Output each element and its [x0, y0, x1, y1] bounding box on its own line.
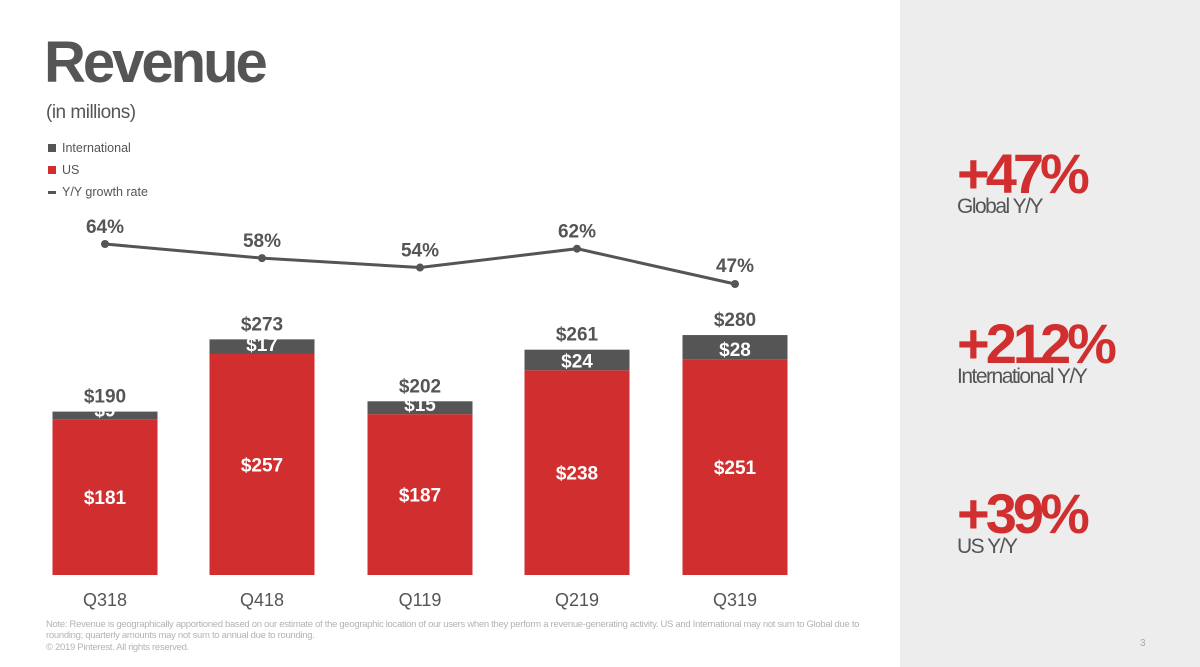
highlights-panel	[900, 0, 1200, 667]
page-number: 3	[1140, 638, 1146, 649]
growth-point-Q418	[258, 254, 266, 263]
legend-swatch-us	[48, 166, 56, 174]
growth-label-Q319: 47%	[716, 256, 754, 277]
growth-label-Q219: 62%	[558, 222, 596, 243]
data-label-international-Q319: $28	[719, 340, 751, 361]
bar-us-Q219	[524, 370, 630, 575]
x-tick-Q318: Q318	[83, 590, 127, 610]
data-label-total-Q318: $190	[84, 387, 126, 408]
page-title: Revenue	[44, 30, 268, 95]
data-label-total-Q319: $280	[714, 310, 756, 331]
data-label-us-Q418: $257	[241, 455, 283, 476]
legend-label-growth: Y/Y growth rate	[62, 185, 148, 199]
bar-us-Q418	[209, 353, 315, 575]
data-label-total-Q418: $273	[241, 314, 283, 335]
bar-us-Q119	[367, 414, 473, 575]
growth-label-Q318: 64%	[86, 217, 124, 238]
stat-global-label: Global Y/Y	[957, 195, 1044, 218]
bar-international-Q318	[52, 411, 158, 420]
legend-item-international: International	[48, 140, 148, 162]
stat-international-label: International Y/Y	[957, 365, 1088, 388]
x-tick-Q319: Q319	[713, 590, 757, 610]
revenue-chart: $181 $9$190 Q318 $257 $17$273 Q418 $187 $15$202…	[52, 217, 788, 610]
footnote: Note: Revenue is geographically apportio…	[46, 619, 860, 641]
copyright: © 2019 Pinterest. All rights reserved.	[46, 642, 189, 653]
growth-point-Q119	[416, 263, 424, 272]
growth-label-Q418: 58%	[243, 231, 281, 252]
data-label-total-Q219: $261	[556, 325, 599, 346]
legend-swatch-growth	[48, 191, 56, 194]
stat-global: +47% Global Y/Y	[957, 142, 1090, 218]
data-label-international-Q219: $24	[561, 351, 593, 372]
legend-item-growth: Y/Y growth rate	[48, 184, 148, 206]
page-subtitle: (in millions)	[46, 102, 136, 123]
stat-international-value: +212%	[957, 312, 1117, 375]
bar-us-Q318	[52, 419, 158, 575]
growth-point-Q319	[731, 280, 739, 288]
data-label-us-Q319: $251	[714, 458, 757, 479]
data-label-total-Q119: $202	[399, 376, 441, 397]
stat-us-value: +39%	[957, 482, 1090, 545]
chart-legend: International US Y/Y growth rate	[48, 140, 148, 206]
x-tick-Q418: Q418	[240, 590, 284, 610]
bar-us-Q319	[682, 359, 788, 575]
growth-point-Q219	[573, 244, 581, 253]
legend-label-us: US	[62, 163, 80, 177]
bar-international-Q418	[209, 339, 315, 354]
stat-global-value: +47%	[957, 142, 1090, 205]
bar-international-Q219	[524, 349, 630, 371]
stat-international: +212% International Y/Y	[957, 312, 1117, 388]
legend-label-international: International	[62, 141, 131, 155]
legend-item-us: US	[48, 162, 148, 184]
stat-us-label: US Y/Y	[957, 535, 1018, 558]
x-tick-Q119: Q119	[399, 590, 442, 610]
growth-label-Q119: 54%	[401, 241, 439, 262]
x-tick-Q219: Q219	[555, 590, 599, 610]
data-label-us-Q318: $181	[84, 488, 127, 509]
bar-international-Q319	[682, 335, 788, 360]
growth-point-Q318	[101, 240, 109, 248]
data-label-international-Q318: $9	[94, 400, 115, 421]
legend-swatch-international	[48, 144, 56, 152]
data-label-us-Q219: $238	[556, 464, 598, 485]
stat-us: +39% US Y/Y	[957, 482, 1090, 558]
data-label-international-Q418: $17	[246, 335, 278, 356]
bar-international-Q119	[367, 401, 473, 415]
data-label-international-Q119: $15	[404, 395, 436, 416]
data-label-us-Q119: $187	[399, 486, 441, 507]
